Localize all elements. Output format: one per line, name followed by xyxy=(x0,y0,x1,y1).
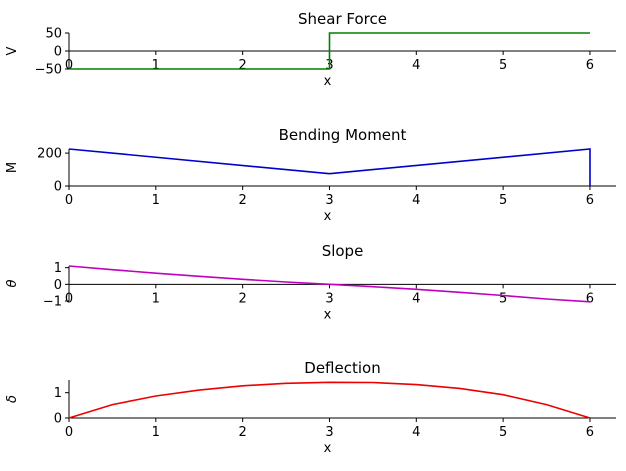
x-tick-label: 0 xyxy=(65,291,73,306)
chart-title: Shear Force xyxy=(298,10,387,28)
x-axis-label: x xyxy=(324,74,332,89)
x-axis-label: x xyxy=(324,307,332,322)
x-tick-label: 6 xyxy=(586,58,594,73)
x-tick-label: 6 xyxy=(586,291,594,306)
x-tick-label: 5 xyxy=(499,291,507,306)
y-tick-label: 0 xyxy=(54,45,62,60)
subplot-2: Bending Moment 0 1 2 3 4 5 6 0 200 x M xyxy=(5,126,616,224)
x-tick-label: 4 xyxy=(412,58,420,73)
series-line-3-1 xyxy=(68,265,591,303)
y-tick-label: 0 xyxy=(54,412,62,427)
x-tick-label: 2 xyxy=(239,425,247,440)
y-tick-label: 200 xyxy=(37,147,62,162)
x-tick-label: 4 xyxy=(412,291,420,306)
chart-title: Deflection xyxy=(304,359,380,377)
y-tick-label: −50 xyxy=(35,63,62,78)
x-tick-label: 3 xyxy=(325,193,333,208)
x-tick-label: 2 xyxy=(239,193,247,208)
x-tick-label: 0 xyxy=(65,58,73,73)
x-tick-label: 6 xyxy=(586,425,594,440)
chart-title: Bending Moment xyxy=(279,126,407,144)
x-tick-label: 5 xyxy=(499,193,507,208)
y-axis-label: θ xyxy=(5,279,20,287)
x-tick-label: 3 xyxy=(325,291,333,306)
x-tick-label: 1 xyxy=(152,193,160,208)
x-tick-label: 0 xyxy=(65,193,73,208)
chart-title: Slope xyxy=(322,242,364,260)
y-tick-label: 0 xyxy=(54,180,62,195)
x-tick-label: 5 xyxy=(499,425,507,440)
x-tick-label: 5 xyxy=(499,58,507,73)
x-tick-label: 2 xyxy=(239,58,247,73)
y-axis-label: V xyxy=(5,46,20,55)
x-tick-label: 1 xyxy=(152,291,160,306)
y-tick-label: 0 xyxy=(54,278,62,293)
x-axis-label: x xyxy=(324,209,332,224)
series-line-2-1 xyxy=(68,148,591,186)
x-tick-label: 4 xyxy=(412,193,420,208)
x-tick-label: 4 xyxy=(412,425,420,440)
y-tick-label: 50 xyxy=(45,27,62,42)
subplot-4: Deflection 0 1 2 3 4 5 6 0 1 x δ xyxy=(5,359,616,456)
x-tick-label: 1 xyxy=(152,58,160,73)
x-tick-label: 3 xyxy=(325,425,333,440)
x-tick-label: 6 xyxy=(586,193,594,208)
y-tick-label: 1 xyxy=(54,261,62,276)
series-line-4-1 xyxy=(68,381,591,419)
y-tick-label: −1 xyxy=(43,295,62,310)
y-axis-label: δ xyxy=(5,395,20,403)
x-tick-label: 1 xyxy=(152,425,160,440)
x-axis-label: x xyxy=(324,441,332,456)
y-tick-label: 1 xyxy=(54,386,62,401)
x-tick-label: 2 xyxy=(239,291,247,306)
y-axis-label: M xyxy=(5,162,20,173)
x-tick-label: 0 xyxy=(65,425,73,440)
series-line-1-1 xyxy=(69,32,590,70)
